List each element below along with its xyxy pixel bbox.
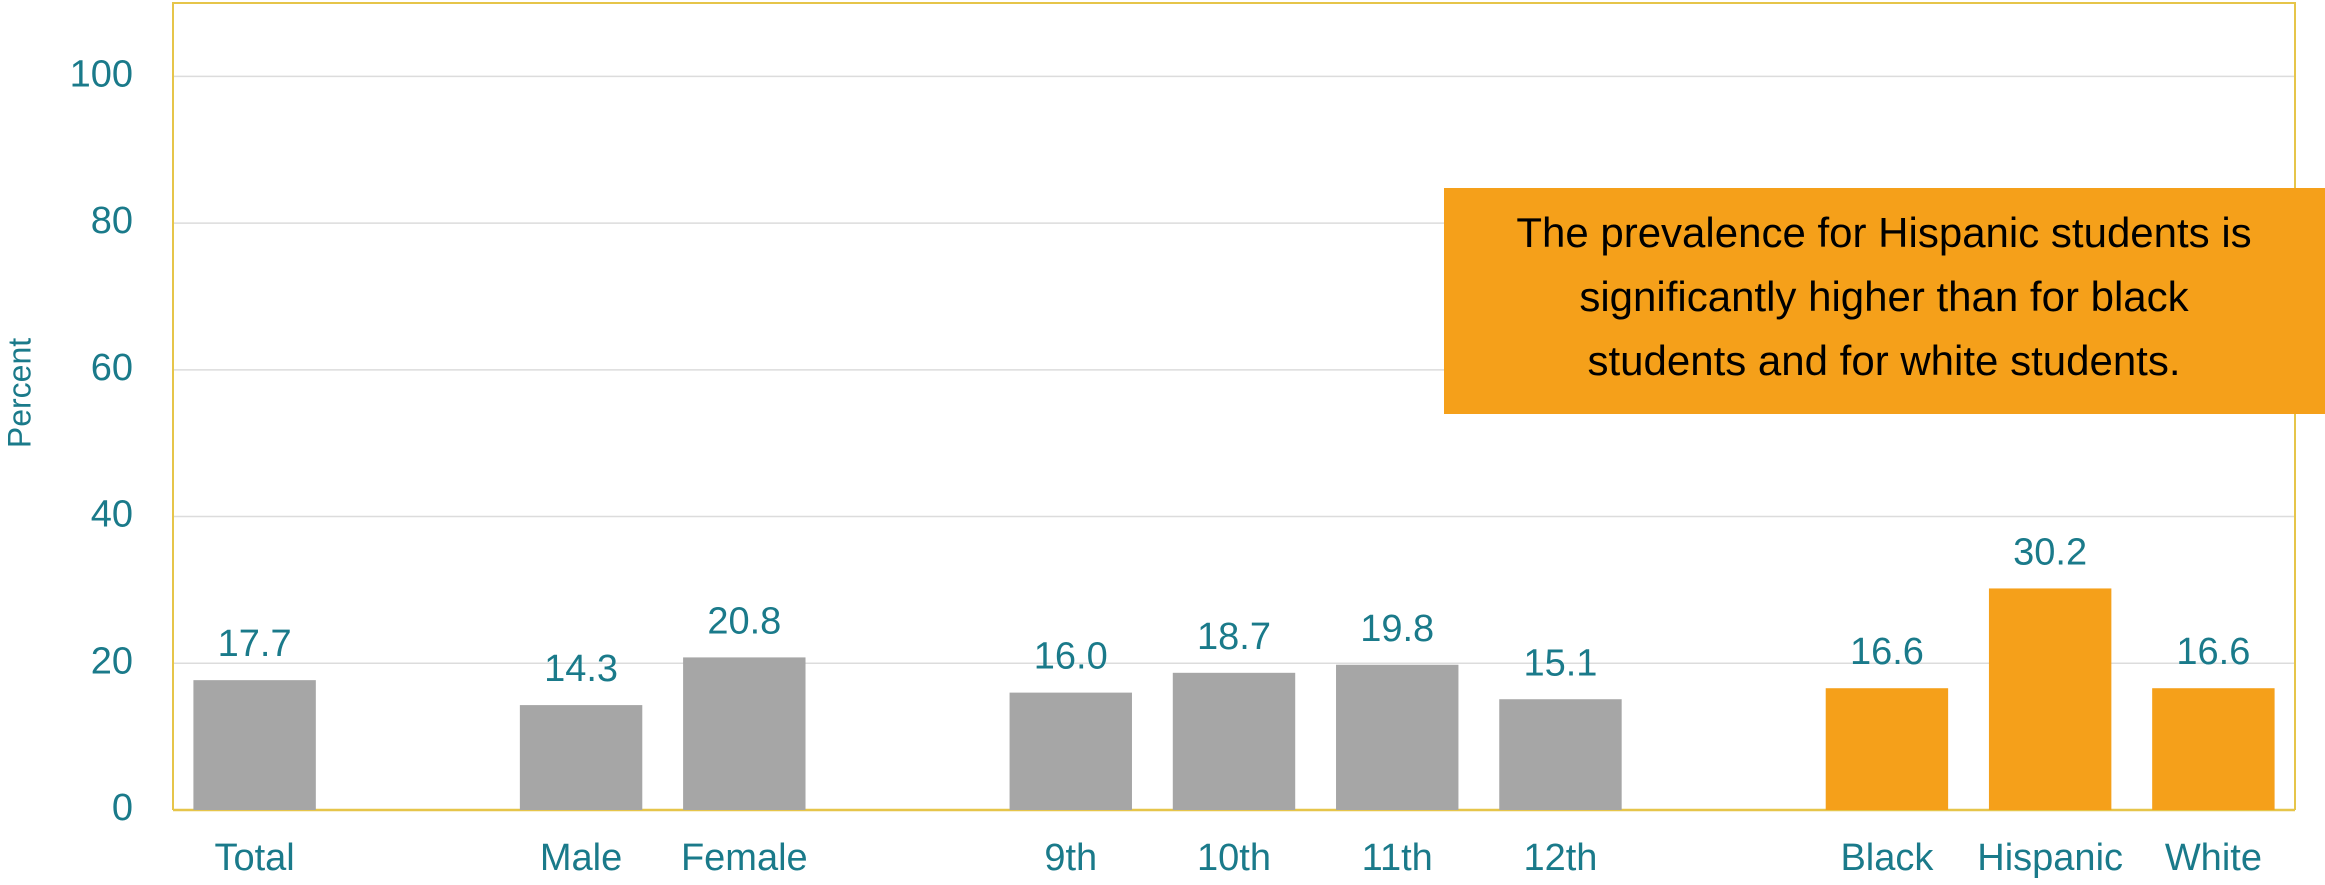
y-tick-label: 80 (91, 200, 133, 242)
bar (1336, 664, 1459, 810)
annotation-text: students and for white students. (1587, 337, 2180, 384)
bar (1825, 688, 1949, 810)
bar (683, 657, 806, 810)
x-tick-label: Black (1840, 837, 1934, 879)
value-label: 15.1 (1523, 642, 1597, 684)
value-label: 16.6 (2176, 631, 2250, 673)
bar (1499, 699, 1622, 810)
y-axis-label: Percent (1, 338, 37, 448)
bar (193, 680, 316, 810)
bar (1009, 692, 1132, 810)
x-tick-label: Female (681, 837, 808, 879)
y-tick-label: 100 (70, 53, 133, 95)
annotation-text: significantly higher than for black (1579, 273, 2189, 320)
annotation-box (1444, 188, 2325, 414)
x-tick-label: 9th (1044, 837, 1097, 879)
value-label: 16.0 (1034, 636, 1108, 678)
y-tick-label: 0 (112, 787, 133, 829)
x-tick-label: Hispanic (1977, 837, 2123, 879)
value-label: 14.3 (544, 648, 618, 690)
x-tick-label: Total (214, 837, 294, 879)
bar (1988, 588, 2112, 810)
value-label: 30.2 (2013, 531, 2087, 573)
x-tick-label: 10th (1197, 837, 1271, 879)
x-tick-label: White (2165, 837, 2262, 879)
bar (2152, 688, 2275, 810)
y-tick-label: 40 (91, 494, 133, 536)
value-label: 16.6 (1850, 631, 1924, 673)
y-tick-label: 60 (91, 347, 133, 389)
value-label: 17.7 (218, 623, 292, 665)
annotation-text: The prevalence for Hispanic students is (1516, 209, 2251, 256)
value-label: 19.8 (1360, 608, 1434, 650)
bar (519, 705, 643, 810)
value-label: 20.8 (707, 600, 781, 642)
bar (1172, 672, 1296, 810)
value-label: 18.7 (1197, 616, 1271, 658)
x-tick-label: 11th (1362, 837, 1433, 879)
y-tick-label: 20 (91, 640, 133, 682)
x-tick-label: Male (540, 837, 622, 879)
x-tick-label: 12th (1523, 837, 1597, 879)
